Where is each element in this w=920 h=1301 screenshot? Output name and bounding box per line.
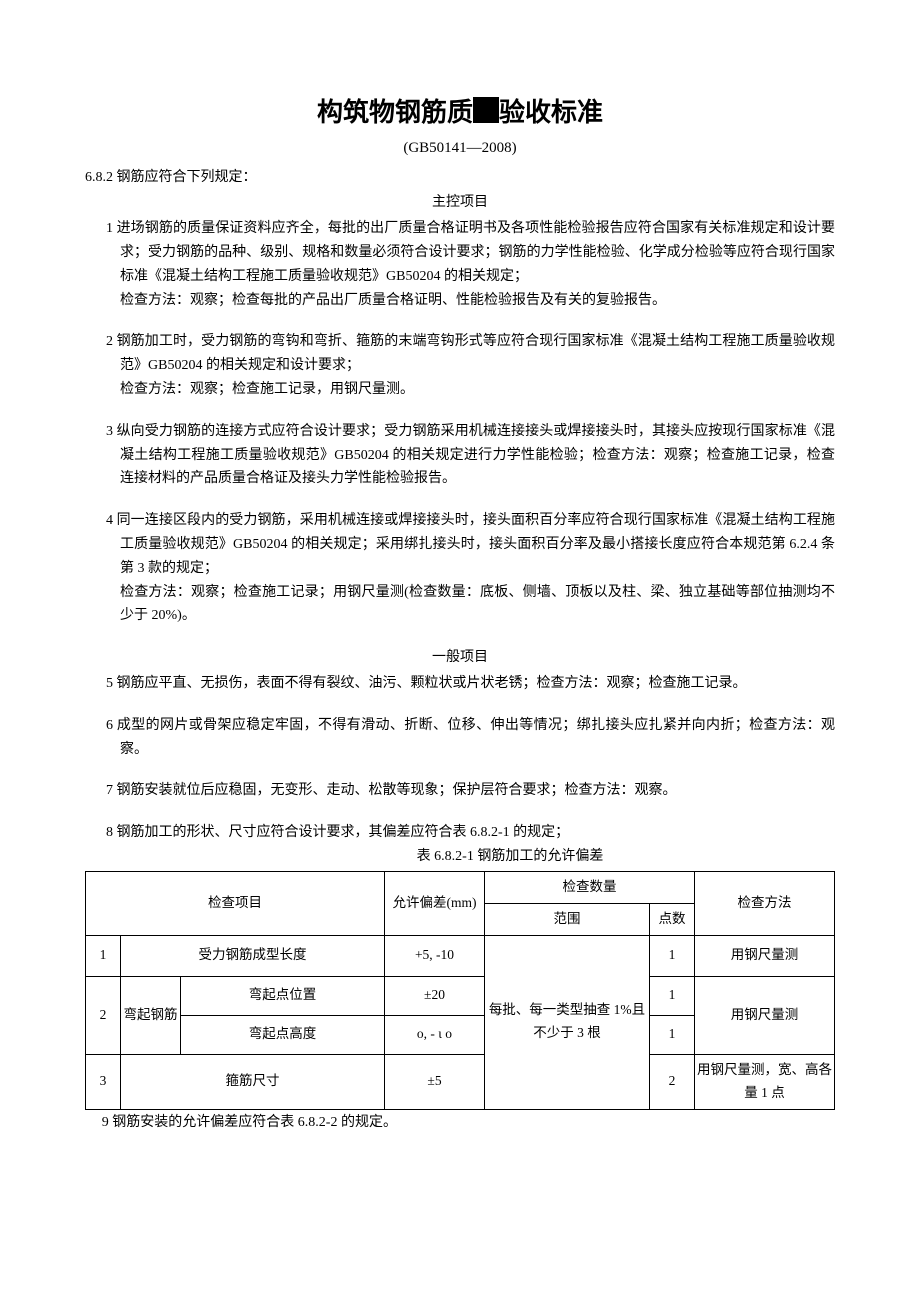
row2-pts2: 1 [650,1015,695,1054]
row3-tol: ±5 [385,1054,485,1109]
item-line: 2 钢筋加工时，受力钢筋的弯钩和弯折、箍筋的末端弯钩形式等应符合现行国家标准《混… [85,330,835,378]
row2-sub1: 弯起点位置 [181,976,385,1015]
main-item: 4 同一连接区段内的受力钢筋，采用机械连接或焊接接头时，接头面积百分率应符合现行… [85,509,835,628]
item-line: 检查方法：观察；检查施工记录；用钢尺量测(检查数量：底板、侧墙、顶板以及柱、梁、… [85,581,835,629]
general-item: 6 成型的网片或骨架应稳定牢固，不得有滑动、折断、位移、伸出等情况；绑扎接头应扎… [85,714,835,762]
th-tol: 允许偏差(mm) [385,871,485,935]
general-item: 8 钢筋加工的形状、尺寸应符合设计要求，其偏差应符合表 6.8.2-1 的规定； [85,821,835,845]
row2-pts1: 1 [650,976,695,1015]
section-title-general: 一般项目 [85,646,835,670]
th-points: 点数 [650,903,695,935]
document-title: 构筑物钢筋质验收标准 [85,90,835,134]
row2-method: 用钢尺量测 [695,976,835,1054]
row2-num: 2 [86,976,121,1054]
row3-points: 2 [650,1054,695,1109]
main-item: 2 钢筋加工时，受力钢筋的弯钩和弯折、箍筋的末端弯钩形式等应符合现行国家标准《混… [85,330,835,401]
items-main: 1 进场钢筋的质量保证资料应齐全，每批的出厂质量合格证明书及各项性能检验报告应符… [85,217,835,628]
row2-sub2: 弯起点高度 [181,1015,385,1054]
redacted-box [473,97,499,123]
range-merged: 每批、每一类型抽查 1%且不少于 3 根 [485,935,650,1109]
item-line: 4 同一连接区段内的受力钢筋，采用机械连接或焊接接头时，接头面积百分率应符合现行… [85,509,835,580]
table-caption: 表 6.8.2-1 钢筋加工的允许偏差 [85,845,835,869]
th-qty: 检查数量 [485,871,695,903]
row1-points: 1 [650,935,695,976]
main-item: 1 进场钢筋的质量保证资料应齐全，每批的出厂质量合格证明书及各项性能检验报告应符… [85,217,835,312]
general-item: 7 钢筋安装就位后应稳固，无变形、走动、松散等现象；保护层符合要求；检查方法：观… [85,779,835,803]
row3-num: 3 [86,1054,121,1109]
document-subtitle: (GB50141—2008) [85,136,835,162]
item-line: 检查方法：观察；检查施工记录，用钢尺量测。 [85,378,835,402]
item-line: 3 纵向受力钢筋的连接方式应符合设计要求；受力钢筋采用机械连接接头或焊接接头时，… [85,420,835,491]
row1-tol: +5, -10 [385,935,485,976]
main-item: 3 纵向受力钢筋的连接方式应符合设计要求；受力钢筋采用机械连接接头或焊接接头时，… [85,420,835,491]
general-item: 5 钢筋应平直、无损伤，表面不得有裂纹、油污、颗粒状或片状老锈；检查方法：观察；… [85,672,835,696]
row3-item: 箍筋尺寸 [121,1054,385,1109]
footnote: 9 钢筋安装的允许偏差应符合表 6.8.2-2 的规定。 [85,1111,835,1135]
th-range: 范围 [485,903,650,935]
clause-header: 6.8.2 钢筋应符合下列规定： [85,166,835,190]
row1-item: 受力钢筋成型长度 [121,935,385,976]
tolerance-table: 检查项目 允许偏差(mm) 检查数量 检查方法 范围 点数 1 受力钢筋成型长度… [85,871,835,1110]
th-method: 检查方法 [695,871,835,935]
title-post: 验收标准 [499,97,603,127]
row3-method: 用钢尺量测，宽、高各量 1 点 [695,1054,835,1109]
items-general: 5 钢筋应平直、无损伤，表面不得有裂纹、油污、颗粒状或片状老锈；检查方法：观察；… [85,672,835,845]
row2-tol2: o, - ι o [385,1015,485,1054]
section-title-main: 主控项目 [85,191,835,215]
th-item: 检查项目 [86,871,385,935]
row2-sublabel: 弯起钢筋 [121,976,181,1054]
row1-method: 用钢尺量测 [695,935,835,976]
row1-num: 1 [86,935,121,976]
title-pre: 构筑物钢筋质 [317,97,473,127]
item-line: 检查方法：观察；检查每批的产品出厂质量合格证明、性能检验报告及有关的复验报告。 [85,289,835,313]
item-line: 1 进场钢筋的质量保证资料应齐全，每批的出厂质量合格证明书及各项性能检验报告应符… [85,217,835,288]
row2-tol1: ±20 [385,976,485,1015]
